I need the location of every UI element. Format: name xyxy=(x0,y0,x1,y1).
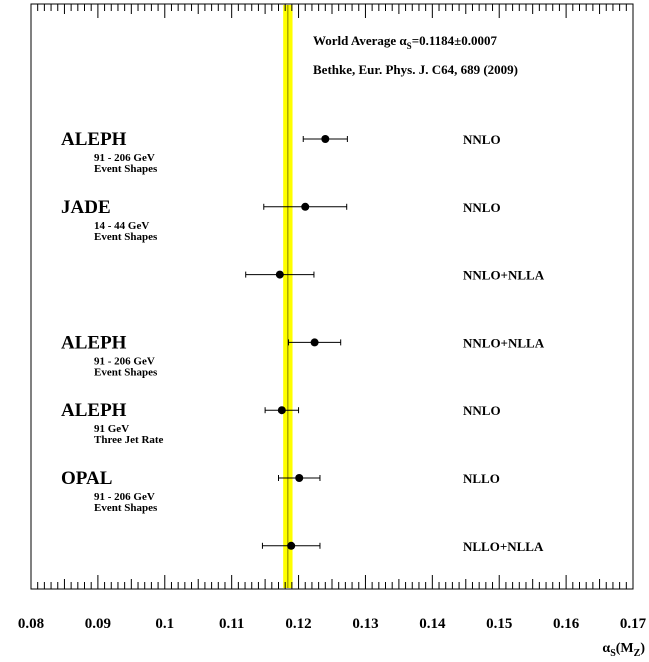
experiment-label: ALEPH xyxy=(61,129,127,150)
method-label: NNLO+NLLA xyxy=(463,335,545,350)
energy-label: 14 - 44 GeV xyxy=(94,220,149,232)
plot-frame xyxy=(30,3,634,590)
x-tick-label: 0.12 xyxy=(285,616,311,632)
x-tick-label: 0.09 xyxy=(85,616,111,632)
data-point xyxy=(295,474,304,482)
x-tick-label: 0.1 xyxy=(155,616,174,632)
x-tick-label: 0.17 xyxy=(620,616,647,632)
x-axis: 0.08 0.09 0.1 0.11 0.12 0.13 0.14 0.15 0.16 0.17 xyxy=(18,4,647,632)
x-axis-title: αS(MZ) xyxy=(602,641,645,659)
method-label: NLLO xyxy=(463,471,500,486)
experiment-label: ALEPH xyxy=(61,400,127,421)
energy-label: 91 GeV xyxy=(94,423,129,435)
observable-label: Three Jet Rate xyxy=(94,434,164,446)
observable-label: Event Shapes xyxy=(94,366,158,378)
data-point xyxy=(287,541,296,550)
method-label: NNLO+NLLA xyxy=(463,268,545,283)
measurement-row: NLLO+NLLA xyxy=(261,539,544,554)
method-label: NLLO+NLLA xyxy=(463,539,544,554)
observable-label: Event Shapes xyxy=(94,163,158,175)
observable-label: Event Shapes xyxy=(94,231,158,243)
method-label: NNLO xyxy=(463,403,501,418)
x-tick-label: 0.08 xyxy=(18,616,44,632)
energy-label: 91 - 206 GeV xyxy=(94,355,155,367)
energy-label: 91 - 206 GeV xyxy=(94,491,155,503)
world-average-label: World Average αS=0.1184±0.0007 xyxy=(313,33,498,51)
x-tick-label: 0.14 xyxy=(419,616,446,632)
x-tick-label: 0.11 xyxy=(219,616,244,632)
experiment-label: JADE xyxy=(61,197,111,218)
data-point xyxy=(301,202,310,211)
data-point xyxy=(275,270,284,279)
x-tick-label: 0.16 xyxy=(553,616,580,632)
method-label: NNLO xyxy=(463,132,501,147)
data-point xyxy=(321,135,330,143)
energy-label: 91 - 206 GeV xyxy=(94,152,155,164)
observable-label: Event Shapes xyxy=(94,502,158,514)
data-point xyxy=(310,338,319,347)
reference-label: Bethke, Eur. Phys. J. C64, 689 (2009) xyxy=(313,62,518,77)
method-label: NNLO xyxy=(463,200,501,215)
data-point xyxy=(277,406,286,415)
x-tick-label: 0.13 xyxy=(352,616,378,632)
experiment-label: ALEPH xyxy=(61,332,127,353)
measurement-row: NNLO+NLLA xyxy=(245,268,545,283)
x-tick-label: 0.15 xyxy=(486,616,512,632)
experiment-label: OPAL xyxy=(61,468,112,489)
